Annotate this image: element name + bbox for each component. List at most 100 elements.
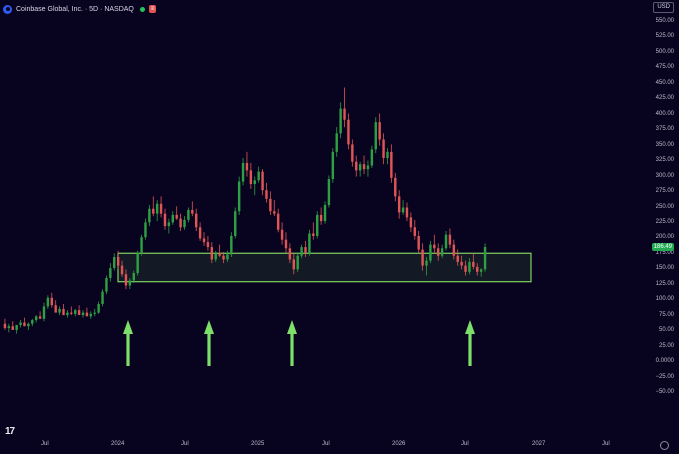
candle-body xyxy=(140,237,143,254)
candle-body xyxy=(226,254,229,260)
candle xyxy=(347,113,350,150)
candle xyxy=(269,191,272,215)
indicator-badge[interactable]: ≡ xyxy=(148,5,157,13)
candle xyxy=(241,158,245,186)
candle-body xyxy=(397,196,401,213)
candle xyxy=(234,207,237,239)
candle xyxy=(175,206,178,220)
candle xyxy=(140,234,143,256)
candle xyxy=(163,208,167,230)
y-tick-label: 50.00 xyxy=(658,327,674,334)
candle-body xyxy=(194,213,198,228)
y-tick-label: 250.00 xyxy=(655,203,674,210)
candle xyxy=(202,232,206,246)
candle-body xyxy=(109,268,112,278)
y-tick-label: 25.00 xyxy=(658,342,674,349)
candle xyxy=(417,230,420,254)
support-arrow-icon xyxy=(465,320,475,366)
candle-body xyxy=(378,122,381,140)
candle xyxy=(34,315,38,323)
y-tick-label: 500.00 xyxy=(655,48,674,55)
candle xyxy=(366,160,370,177)
candle-body xyxy=(66,312,69,316)
y-tick-label: 225.00 xyxy=(655,218,674,225)
candle-body xyxy=(77,310,81,316)
candle xyxy=(362,155,366,175)
support-arrow-icon xyxy=(123,320,133,366)
candle xyxy=(444,230,448,251)
candle xyxy=(73,308,77,317)
candle xyxy=(331,148,335,183)
candle-body xyxy=(3,323,7,329)
candle xyxy=(101,289,104,307)
candle-body xyxy=(136,253,139,274)
candle-body xyxy=(159,203,163,214)
candle xyxy=(452,239,456,260)
candle xyxy=(23,317,26,327)
y-tick-label: 125.00 xyxy=(655,280,674,287)
candle-body xyxy=(120,265,124,275)
candle-body xyxy=(179,218,182,228)
candle-body xyxy=(218,253,221,256)
candle-body xyxy=(343,108,346,120)
candle-body xyxy=(73,310,77,314)
candle-body xyxy=(116,256,120,266)
candle xyxy=(187,207,190,223)
candle-body xyxy=(358,164,362,171)
currency-button[interactable]: USD xyxy=(653,2,674,13)
candle-body xyxy=(276,213,280,230)
candle-body xyxy=(241,162,245,182)
candle xyxy=(97,301,100,314)
candle-body xyxy=(436,248,440,256)
candle-body xyxy=(50,297,54,306)
candle-body xyxy=(284,239,288,249)
candle xyxy=(214,250,217,262)
candle-body xyxy=(148,208,151,223)
x-tick-label: Jul xyxy=(41,441,49,447)
x-tick-label: 2027 xyxy=(532,441,546,447)
candle xyxy=(300,244,303,259)
candle xyxy=(440,244,444,259)
candle xyxy=(335,127,338,157)
candle-body xyxy=(230,235,233,255)
candle xyxy=(116,250,120,270)
y-tick-label: 325.00 xyxy=(655,157,674,164)
candle xyxy=(312,222,315,240)
candle xyxy=(460,255,463,270)
candle xyxy=(66,310,69,318)
candle xyxy=(206,235,210,251)
support-arrow-icon xyxy=(287,320,297,366)
candle-body xyxy=(58,308,61,313)
candle-body xyxy=(483,247,487,270)
y-tick-label: 350.00 xyxy=(655,141,674,148)
y-tick-label: 200.00 xyxy=(655,234,674,241)
support-arrow-icon xyxy=(204,320,214,366)
candle-body xyxy=(155,203,159,214)
gear-icon[interactable] xyxy=(660,441,669,450)
candle-body xyxy=(15,324,18,330)
candle xyxy=(218,244,221,257)
candle-body xyxy=(280,229,284,240)
candle xyxy=(358,161,362,177)
candle-body xyxy=(327,179,331,206)
candle-body xyxy=(105,277,108,292)
candle xyxy=(128,277,132,290)
candle xyxy=(273,200,276,217)
candle xyxy=(413,219,417,240)
candle-body xyxy=(351,144,354,162)
candle-body xyxy=(304,247,307,254)
y-tick-label: 525.00 xyxy=(655,33,674,40)
candle-body xyxy=(370,149,374,166)
candle-body xyxy=(390,151,393,178)
candle-body xyxy=(296,255,299,270)
y-tick-label: 275.00 xyxy=(655,188,674,195)
candle xyxy=(472,253,475,270)
candle-body xyxy=(7,326,11,329)
candle-body xyxy=(144,222,147,238)
candle xyxy=(343,87,346,128)
y-tick-label: 450.00 xyxy=(655,79,674,86)
candle-body xyxy=(245,162,249,171)
candle xyxy=(296,253,299,272)
candle xyxy=(456,249,459,266)
y-tick-label: 100.00 xyxy=(655,296,674,303)
